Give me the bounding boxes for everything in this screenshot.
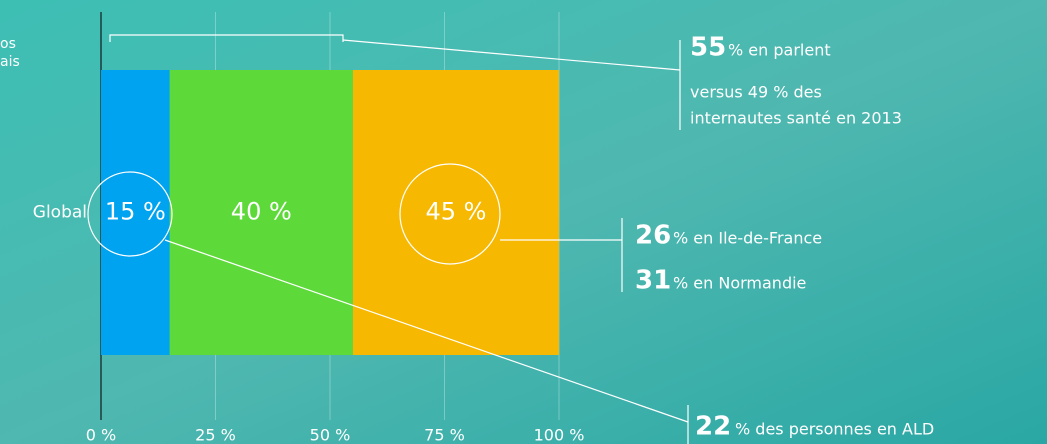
chart: os ais 55 % en parlent versus 49 % des i… — [0, 0, 1047, 444]
x-tick-label: 50 % — [310, 426, 351, 444]
value-label: 40 % — [231, 198, 292, 226]
annotation-text: % en Normandie — [673, 274, 806, 293]
annotation-number: 55 — [690, 33, 726, 63]
value-label: 15 % — [105, 198, 166, 226]
y-tick-label: Global — [33, 203, 87, 223]
x-tick-label: 100 % — [534, 426, 585, 444]
annotation-number: 26 — [635, 221, 671, 251]
x-tick-label: 0 % — [86, 426, 116, 444]
annotation-number: 31 — [635, 266, 671, 296]
annotation-text: % en parlent — [728, 41, 831, 60]
annotation-text: internautes santé en 2013 — [690, 109, 902, 128]
x-tick-label: 75 % — [424, 426, 465, 444]
page: os ais 55 % en parlent versus 49 % des i… — [0, 0, 1047, 444]
cut-off-text: os — [0, 36, 16, 52]
value-label: 45 % — [425, 198, 486, 226]
annotation-text: % des personnes en ALD — [735, 420, 934, 439]
annotation-text: versus 49 % des — [690, 83, 822, 102]
x-tick-label: 25 % — [195, 426, 236, 444]
cut-off-text: ais — [0, 54, 20, 70]
annotation-text: % en Ile-de-France — [673, 229, 822, 248]
annotation-number: 22 — [695, 412, 731, 442]
